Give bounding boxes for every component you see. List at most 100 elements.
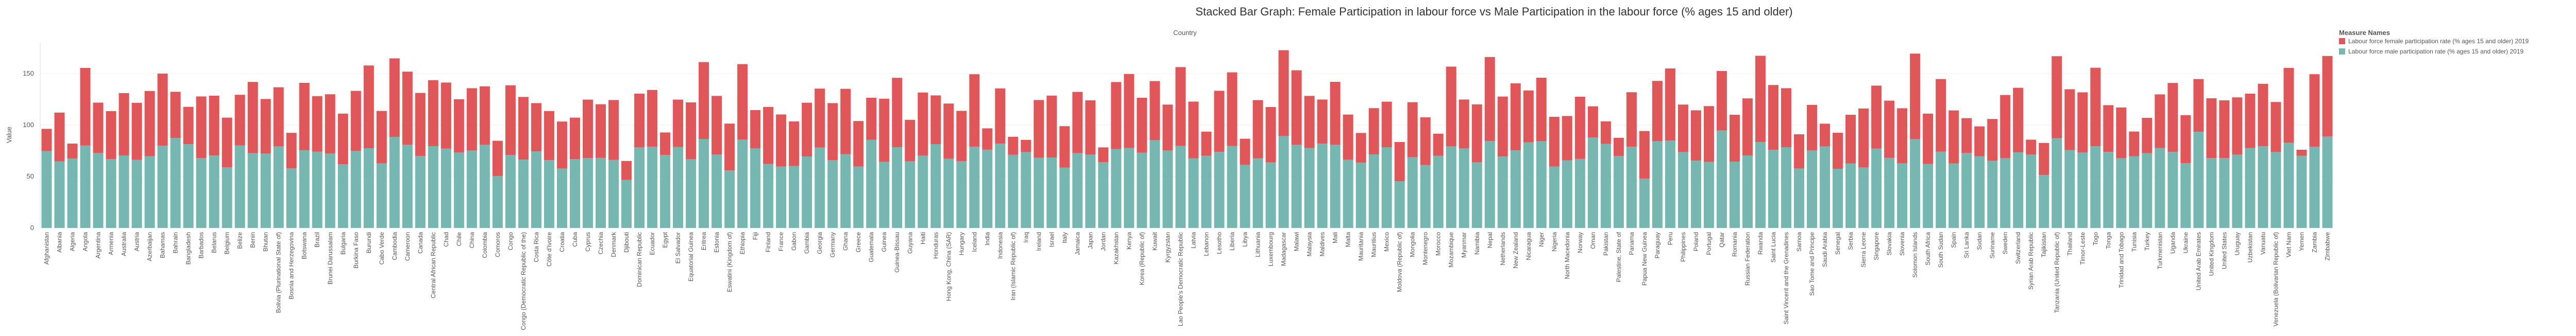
bar-segment [827,103,838,160]
bar-segment [711,96,722,155]
x-tick-label: Palestine, State of [1615,232,1622,282]
bar-segment [1961,153,1972,228]
bar-segment [2142,153,2153,228]
bar-segment [118,155,129,228]
bar-segment [969,74,980,147]
bar-segment [2245,94,2256,148]
bar-segment [1137,98,1147,153]
x-tick-label: Mongolia [1409,232,1416,257]
x-tick-label: Morocco [1435,232,1442,256]
bar-segment [93,153,104,228]
x-tick-label: Afghanistan [43,232,50,264]
bar-segment [428,146,438,228]
bar-segment [1768,85,1779,150]
bar-segment [518,97,529,160]
bar-segment [415,93,426,156]
bar-segment [556,121,567,169]
bar-segment [1330,82,1341,145]
x-tick-label: Saint Vincent and the Grenadines [1783,232,1790,324]
x-tick-label: Saint Lucia [1770,232,1777,263]
bar-segment [2322,136,2333,228]
bar-segment [595,157,606,228]
bar-segment [247,153,258,228]
x-tick-label: Oman [1589,232,1597,249]
bar-segment [1587,106,1598,137]
bar-segment [1381,147,1392,228]
x-tick-label: New Zealand [1512,232,1519,269]
x-tick-label: Burkina Faso [352,232,360,269]
bar-segment [1149,81,1160,140]
bar-segment [170,138,181,228]
bar-segment [1433,133,1444,156]
x-tick-label: Australia [121,232,128,256]
x-tick-label: Guyana [906,232,913,254]
bar-segment [1240,165,1250,228]
bar-segment [157,146,168,228]
bar-segment [1201,155,1212,228]
bar-segment [1162,104,1173,151]
x-tick-label: Lao People's Democratic Republic [1177,232,1184,326]
bar-segment [196,96,207,158]
bar-segment [106,111,116,160]
bar-segment [1175,67,1186,146]
bar-segment [1149,140,1160,228]
bar-segment [325,94,335,154]
bar-segment [1021,139,1031,152]
bar-segment [943,158,954,228]
bar-segment [1690,110,1701,161]
x-tick-label: China [468,232,476,249]
bar-segment [376,163,387,228]
bar-segment [1214,152,1225,228]
bar-segment [350,151,361,228]
bar-segment [1008,136,1019,155]
bar-segment [737,139,748,228]
x-tick-label: Haiti [919,232,926,244]
bar-segment [802,102,812,156]
bar-segment [1059,167,1070,228]
bar-segment [1227,146,1238,228]
bar-segment [1910,139,1921,228]
bar-segment [2270,152,2281,228]
bar-segment [699,139,709,228]
x-tick-label: Jordan [1099,232,1107,251]
x-tick-label: Bahrain [172,232,179,253]
bar-segment [621,161,632,180]
bar-segment [1923,164,1934,228]
x-tick-label: United Kingdom [2208,232,2215,276]
bar-segment [1368,154,1379,228]
column-header: Country [1173,29,1197,37]
bar-segment [1948,110,1959,164]
x-tick-label: Eswatini (Kingdom of) [726,232,733,292]
bar-segment [711,154,722,228]
bar-segment [2309,74,2320,147]
x-tick-label: Bulgaria [340,232,347,255]
bar-segment [2167,152,2178,228]
bar-segment [1111,82,1122,149]
bar-segment [1008,154,1019,228]
x-tick-label: Israel [1048,232,1055,247]
x-tick-label: Central African Republic [430,232,437,298]
x-tick-label: Viet Nam [2285,232,2292,257]
x-tick-label: Ghana [842,232,849,251]
bar-segment [737,64,748,139]
bar-segment [1858,108,1869,168]
bar-segment [956,161,967,228]
bar-segment [2039,175,2049,228]
bar-segment [1278,50,1289,136]
x-tick-label: Fiji [752,232,759,240]
legend-swatch [2339,38,2345,44]
bar-segment [1845,163,1856,228]
x-tick-label: Tanzania (United Republic of) [2053,232,2060,313]
bar-segment [776,114,787,167]
bar-segment [660,155,671,228]
x-tick-label: Rwanda [1757,232,1764,255]
bar-segment [2206,98,2217,158]
bar-segment [2013,87,2024,152]
bar-segment [866,98,877,140]
x-tick-label: Bahamas [159,232,166,258]
x-tick-label: Chile [455,232,463,246]
x-tick-label: Belgium [224,232,231,254]
bar-segment [1214,91,1225,152]
bar-segment [1368,108,1379,154]
